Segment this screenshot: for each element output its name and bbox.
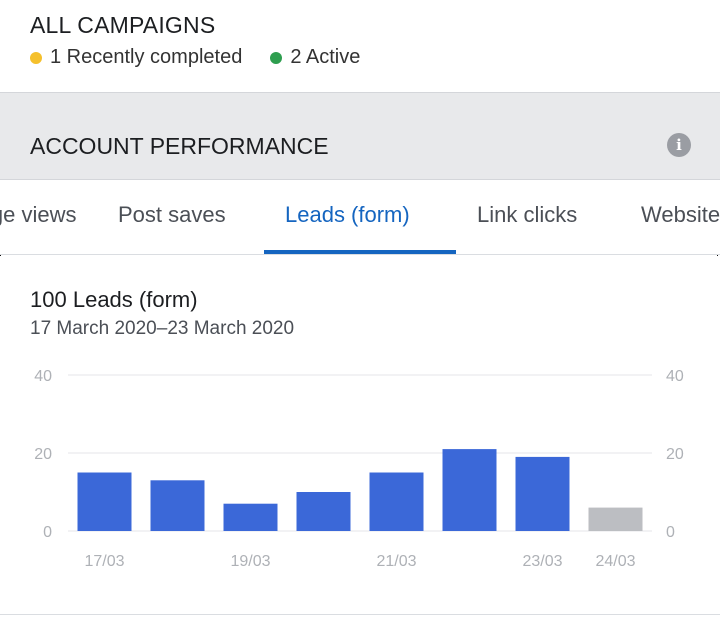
bar-22-03[interactable] (442, 449, 497, 531)
all-campaigns-title[interactable]: ALL CAMPAIGNS (30, 12, 216, 38)
tab-link-clicks[interactable]: Link clicks (477, 202, 578, 227)
status-active-label: 2 Active (290, 46, 361, 68)
bar-18-03[interactable] (150, 480, 205, 531)
campaign-status-row: 1 Recently completed 2 Active (30, 46, 388, 69)
metric-label: Leads (form) (72, 287, 198, 312)
x-tick-label-23-03: 23/03 (522, 553, 562, 570)
info-icon[interactable]: i (667, 133, 691, 157)
status-recently-completed[interactable]: 1 Recently completed (30, 46, 242, 69)
tab-page-views[interactable]: Page views (0, 202, 77, 227)
account-performance-header: ACCOUNT PERFORMANCE (0, 92, 720, 180)
leads-bar-chart: 0 0 20 20 40 40 17/03 19/03 21/03 23/03 24/03 (34, 368, 684, 570)
y-tick-label-right-20: 20 (666, 446, 684, 463)
status-active[interactable]: 2 Active (270, 46, 360, 69)
x-tick-label-17-03: 17/03 (84, 553, 124, 570)
bar-24-03[interactable] (588, 507, 643, 531)
x-tick-label-24-03: 24/03 (595, 553, 635, 570)
y-tick-label-left-20: 20 (34, 446, 52, 463)
tab-leads-form[interactable]: Leads (form) (285, 202, 410, 227)
metric-value: 100 (30, 287, 67, 312)
account-performance-title: ACCOUNT PERFORMANCE (30, 133, 329, 159)
y-tick-label-left-40: 40 (34, 368, 52, 385)
date-range: 17 March 2020–23 March 2020 (30, 318, 295, 339)
active-tab-indicator (264, 250, 456, 254)
y-tick-label-right-40: 40 (666, 368, 684, 385)
tab-post-saves[interactable]: Post saves (118, 202, 226, 227)
status-recently-completed-label: 1 Recently completed (50, 46, 243, 68)
y-tick-label-right-0: 0 (666, 524, 675, 541)
yellow-status-dot-icon (30, 51, 42, 64)
bar-19-03[interactable] (223, 503, 278, 531)
bar-20-03[interactable] (296, 492, 351, 531)
y-tick-label-left-0: 0 (43, 524, 52, 541)
bar-21-03[interactable] (369, 472, 424, 532)
chart-card (0, 256, 720, 628)
bar-23-03[interactable] (515, 456, 570, 531)
metric-summary: 100 Leads (form) (30, 287, 198, 313)
metric-tabs: Page views Post saves Leads (form) Link … (0, 180, 720, 255)
bar-17-03[interactable] (77, 472, 132, 532)
green-status-dot-icon (270, 51, 283, 64)
tab-website[interactable]: Website (641, 202, 720, 227)
card-bottom-divider (0, 614, 720, 615)
x-tick-label-19-03: 19/03 (230, 553, 270, 570)
x-tick-label-21-03: 21/03 (376, 553, 416, 570)
all-campaigns-section[interactable]: ALL CAMPAIGNS 1 Recently completed 2 Act… (0, 0, 720, 92)
